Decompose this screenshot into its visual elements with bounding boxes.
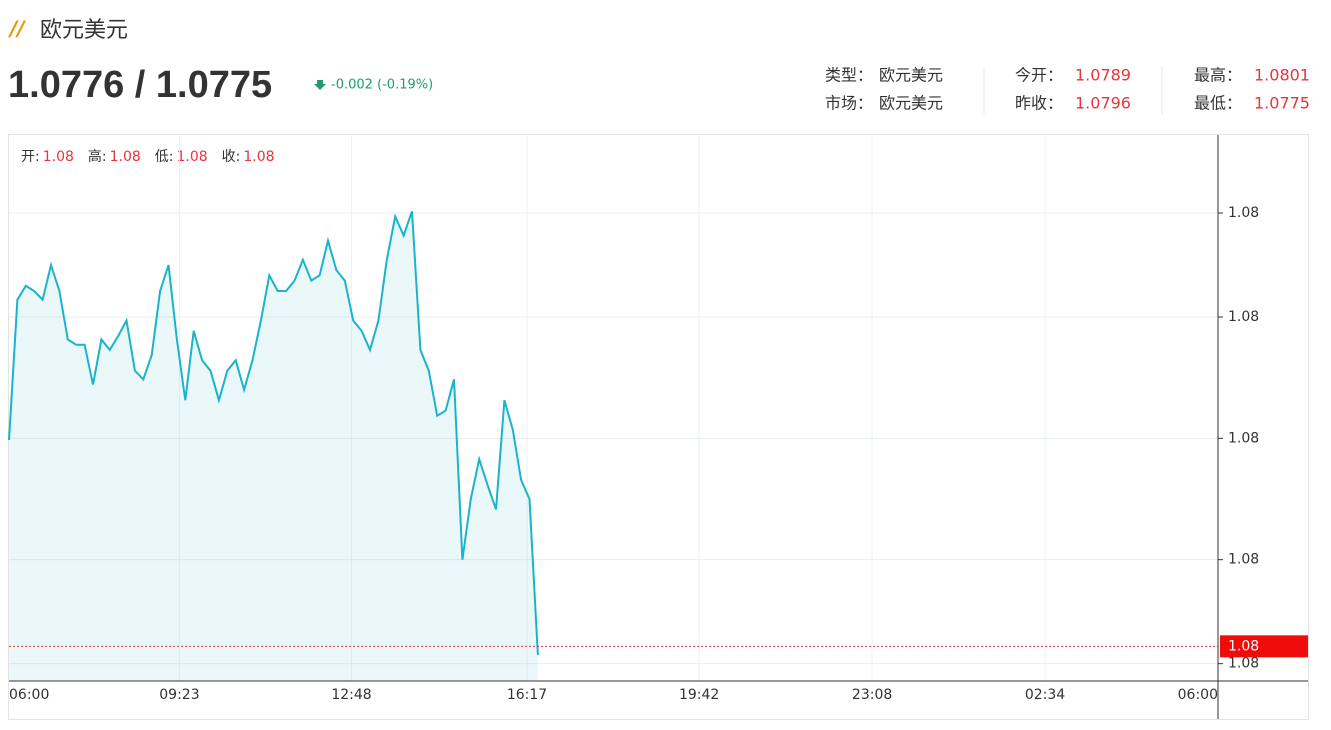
chart-frame: [8, 134, 1309, 720]
down-arrow: [314, 80, 326, 90]
y-tick-label: 1.08: [1228, 309, 1259, 325]
line: [8, 210, 539, 656]
info-label: 市场：: [825, 94, 873, 113]
info-value: 1.0801: [1254, 66, 1310, 85]
ohlc-label: 收:: [222, 149, 241, 165]
y-tick-label: 1.08: [1228, 552, 1259, 568]
ohlc-value: 1.08: [43, 149, 74, 165]
ohlc-label: 开:: [21, 149, 40, 165]
ohlc-value: 1.08: [243, 149, 274, 165]
y-tick-label: 1.08: [1228, 656, 1259, 672]
price-change: -0.002 (-0.19%): [331, 78, 433, 93]
chart: 06:00 09:23 12:48 16:17 19:42 23:08 02:34 06:00…: [8, 135, 1308, 719]
logo-icon: //: [8, 17, 26, 41]
price: 1.0776 / 1.0775: [8, 64, 272, 106]
ohlc-value: 1.08: [110, 149, 141, 165]
info-value: 1.0796: [1075, 94, 1131, 113]
info-value: 欧元美元: [879, 94, 943, 113]
ohlc-legend: 开: 1.08 高: 1.08 低: 1.08 收: 1.08: [21, 148, 275, 165]
x-tick-label: 02:34: [1025, 687, 1065, 703]
x-tick-label: 12:48: [331, 687, 371, 703]
x-tick-label: 06:00: [1178, 687, 1218, 703]
info-value: 欧元美元: [879, 66, 943, 85]
info-label: 昨收：: [1015, 94, 1063, 113]
info-label: 最低：: [1194, 94, 1242, 113]
ohlc-value: 1.08: [177, 149, 208, 165]
x-tick-label: 06:00: [9, 687, 49, 703]
info-value: 1.0789: [1075, 66, 1131, 85]
info-label: 类型：: [825, 66, 873, 85]
ohlc-label: 低:: [155, 149, 174, 165]
x-tick-label: 16:17: [507, 687, 547, 703]
area: [9, 211, 538, 682]
y-tick-label: 1.08: [1228, 205, 1259, 221]
y-tick-label: 1.08: [1228, 430, 1259, 446]
ohlc-label: 高:: [88, 148, 107, 165]
last-price-tag: [1220, 635, 1308, 658]
last-price-label: 1.08: [1228, 638, 1259, 654]
x-tick-label: 19:42: [679, 687, 719, 703]
x-tick-label: 09:23: [159, 687, 199, 703]
x-tick-label: 23:08: [852, 687, 892, 703]
info-value: 1.0775: [1254, 94, 1310, 113]
page-title: 欧元美元: [40, 18, 128, 43]
info-label: 今开：: [1015, 66, 1063, 85]
info-label: 最高：: [1194, 66, 1242, 85]
